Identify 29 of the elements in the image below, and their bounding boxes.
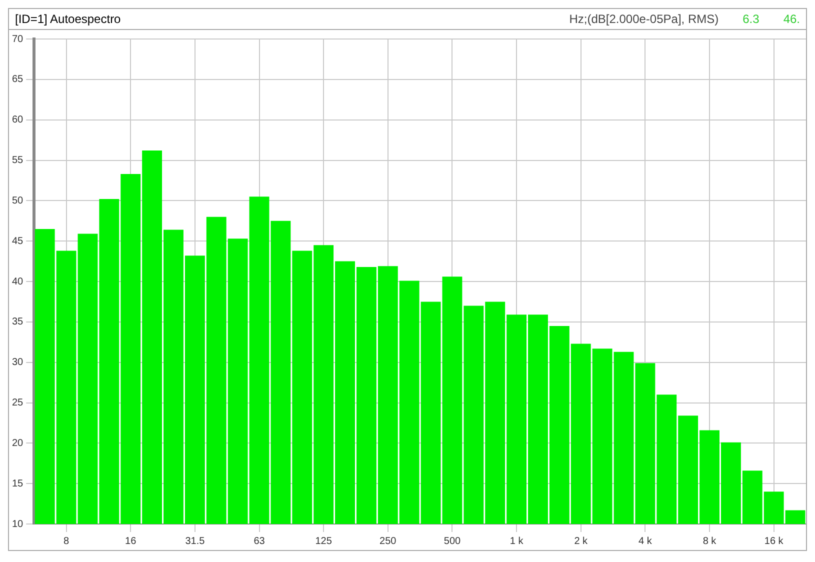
- x-tick-label: 2 k: [574, 536, 589, 547]
- x-tick-label: 31.5: [185, 536, 206, 547]
- text: 46.: [783, 12, 800, 26]
- y-tick-label: 40: [12, 276, 24, 288]
- y-tick-label: 10: [12, 518, 24, 530]
- text: 6.3: [742, 12, 760, 26]
- x-tick-label: 1 k: [510, 536, 524, 547]
- x-tick-label: 8: [64, 536, 70, 547]
- chart-title: [ID=1] Autoespectro: [15, 12, 121, 26]
- x-tick-label: 500: [444, 536, 461, 547]
- x-tick-label: 250: [380, 536, 397, 547]
- y-tick-label: 70: [12, 34, 24, 45]
- y-tick-label: 45: [12, 236, 24, 247]
- x-tick-label: 4 k: [638, 536, 653, 547]
- chart-subtitle: Hz;(dB[2.000e-05Pa], RMS): [569, 12, 719, 26]
- x-tick-label: 16: [125, 536, 137, 547]
- x-tick-label: 125: [315, 536, 332, 547]
- y-tick-label: 35: [12, 316, 24, 328]
- x-tick-label: 8 k: [702, 536, 718, 547]
- x-tick-label: 16 k: [764, 536, 784, 547]
- y-tick-label: 55: [12, 155, 24, 166]
- y-tick-label: 50: [12, 195, 24, 206]
- y-tick-label: 20: [12, 438, 24, 449]
- y-tick-label: 65: [12, 74, 24, 86]
- y-tick-label: 25: [12, 398, 24, 408]
- x-tick-label: 63: [254, 536, 266, 547]
- y-tick-label: 60: [12, 114, 24, 126]
- y-tick-label: 30: [12, 357, 24, 368]
- y-tick-label: 15: [12, 478, 24, 490]
